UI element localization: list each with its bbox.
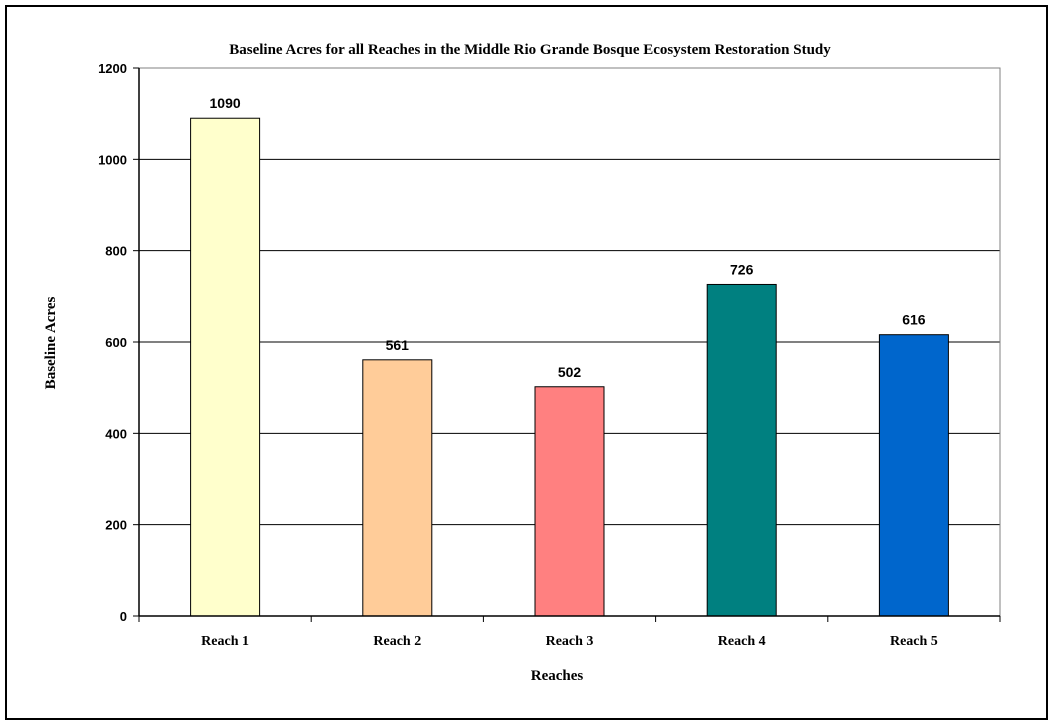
data-label-2: 561: [386, 337, 410, 353]
data-label-4: 726: [730, 261, 754, 277]
x-tick-label-5: Reach 5: [890, 634, 938, 649]
bar-2: [362, 359, 433, 617]
y-tick-label-200: 200: [105, 518, 127, 533]
y-tick-label-800: 800: [105, 244, 127, 259]
y-axis-title: Baseline Acres: [43, 297, 59, 390]
bars-group: [190, 117, 949, 617]
x-tick-label-2: Reach 2: [373, 634, 421, 649]
data-label-1: 1090: [210, 95, 241, 111]
bar-3: [534, 386, 605, 617]
y-tick-label-600: 600: [105, 335, 127, 350]
chart-frame: [5, 5, 1048, 720]
data-labels: 1090 561 502 726 616: [210, 95, 926, 380]
data-label-3: 502: [558, 364, 582, 380]
data-label-5: 616: [902, 312, 926, 328]
y-tick-labels: 0 200 400 600 800 1000 1200: [98, 61, 127, 624]
x-axis-title: Reaches: [531, 668, 584, 684]
x-tick-label-1: Reach 1: [201, 634, 249, 649]
y-tick-label-0: 0: [120, 609, 127, 624]
x-tick-label-4: Reach 4: [718, 634, 766, 649]
bar-4: [706, 283, 777, 617]
y-tick-label-1200: 1200: [98, 61, 127, 76]
y-tick-label-400: 400: [105, 426, 127, 441]
chart-title: Baseline Acres for all Reaches in the Mi…: [229, 42, 831, 58]
x-tick-label-3: Reach 3: [546, 634, 594, 649]
bar-1: [190, 117, 261, 617]
y-tick-label-1000: 1000: [98, 152, 127, 167]
x-tick-labels: Reach 1 Reach 2 Reach 3 Reach 4 Reach 5: [201, 634, 938, 649]
bar-5: [878, 334, 949, 617]
axes: [133, 67, 1001, 622]
